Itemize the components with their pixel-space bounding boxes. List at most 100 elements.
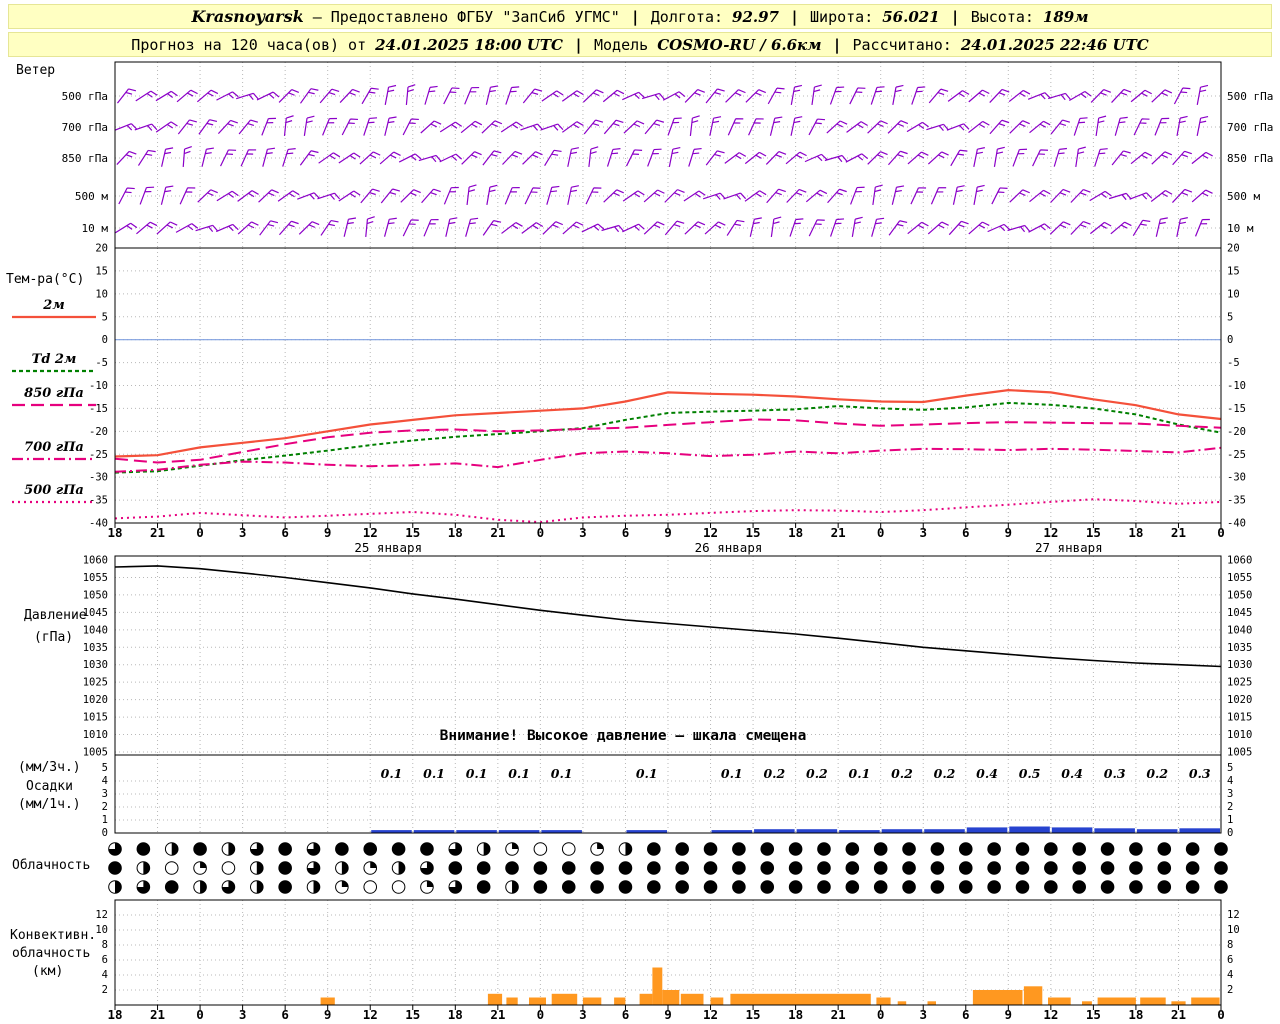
legend-line-sample <box>12 500 96 504</box>
provider-text: — Предоставлено ФГБУ "ЗапСиб УГМС" <box>312 7 620 26</box>
svg-text:1060: 1060 <box>83 555 108 567</box>
legend-line-sample <box>12 369 96 373</box>
svg-text:0: 0 <box>537 1007 545 1022</box>
separator: | <box>832 35 842 54</box>
svg-text:20: 20 <box>1227 243 1240 255</box>
svg-text:0: 0 <box>1227 334 1233 346</box>
svg-text:21: 21 <box>490 1007 505 1022</box>
svg-text:6: 6 <box>962 1007 970 1022</box>
svg-text:1040: 1040 <box>1227 624 1252 636</box>
gridlines <box>114 62 1222 1005</box>
svg-text:0: 0 <box>102 334 108 346</box>
svg-text:9: 9 <box>664 1007 672 1022</box>
svg-text:-25: -25 <box>89 449 108 461</box>
svg-text:1: 1 <box>102 814 108 826</box>
svg-text:15: 15 <box>746 525 761 540</box>
svg-text:4: 4 <box>102 969 108 981</box>
separator: | <box>950 7 960 26</box>
svg-text:12: 12 <box>1043 525 1058 540</box>
svg-text:-30: -30 <box>1227 472 1246 484</box>
svg-text:6: 6 <box>1227 954 1233 966</box>
svg-text:9: 9 <box>664 525 672 540</box>
longitude-value: 92.97 <box>732 7 779 26</box>
svg-text:0.2: 0.2 <box>934 766 956 781</box>
svg-text:-10: -10 <box>89 380 108 392</box>
svg-text:18: 18 <box>788 1007 803 1022</box>
longitude-label: Долгота: <box>650 7 724 26</box>
svg-text:18: 18 <box>1128 1007 1143 1022</box>
svg-text:10: 10 <box>1227 288 1240 300</box>
svg-text:850 гПа: 850 гПа <box>1227 152 1273 165</box>
svg-text:21: 21 <box>150 1007 165 1022</box>
svg-text:8: 8 <box>102 939 108 951</box>
legend-label-t2m: 2м <box>43 298 65 313</box>
cloud-symbols <box>108 842 1228 894</box>
svg-text:12: 12 <box>363 1007 378 1022</box>
svg-text:18: 18 <box>1128 525 1143 540</box>
svg-text:3: 3 <box>102 788 108 800</box>
forecast-time: 24.01.2025 18:00 UTC <box>375 35 563 54</box>
svg-text:18: 18 <box>448 1007 463 1022</box>
svg-text:-20: -20 <box>1227 426 1246 438</box>
svg-text:1010: 1010 <box>83 729 108 741</box>
model-value: COSMO-RU / 6.6км <box>657 35 822 54</box>
svg-text:3: 3 <box>239 1007 247 1022</box>
legend-line-sample <box>12 457 96 461</box>
svg-text:1010: 1010 <box>1227 729 1252 741</box>
svg-text:5: 5 <box>1227 762 1233 774</box>
svg-text:1045: 1045 <box>83 607 108 619</box>
svg-text:0.4: 0.4 <box>976 766 998 781</box>
svg-text:0: 0 <box>877 1007 885 1022</box>
separator: | <box>573 35 583 54</box>
svg-text:2: 2 <box>1227 801 1233 813</box>
svg-text:15: 15 <box>1227 265 1240 277</box>
svg-text:0.2: 0.2 <box>763 766 785 781</box>
svg-text:1020: 1020 <box>1227 694 1252 706</box>
svg-text:2: 2 <box>102 984 108 996</box>
svg-text:8: 8 <box>1227 939 1233 951</box>
svg-text:15: 15 <box>746 1007 761 1022</box>
svg-text:3: 3 <box>1227 788 1233 800</box>
svg-text:500 м: 500 м <box>75 190 108 203</box>
temp-series-3 <box>114 446 1222 473</box>
svg-text:1: 1 <box>1227 814 1233 826</box>
svg-text:1060: 1060 <box>1227 555 1252 567</box>
svg-text:1015: 1015 <box>83 712 108 724</box>
svg-text:0.1: 0.1 <box>423 766 445 781</box>
latitude-label: Широта: <box>810 7 874 26</box>
svg-text:500 гПа: 500 гПа <box>1227 90 1273 103</box>
svg-text:4: 4 <box>1227 775 1233 787</box>
svg-text:3: 3 <box>239 525 247 540</box>
svg-text:10: 10 <box>1227 924 1240 936</box>
svg-text:-30: -30 <box>89 472 108 484</box>
svg-text:1025: 1025 <box>1227 677 1252 689</box>
svg-text:3: 3 <box>919 1007 927 1022</box>
svg-text:0: 0 <box>196 525 204 540</box>
precip-1h-label: (мм/1ч.) <box>18 797 81 812</box>
svg-text:5: 5 <box>102 762 108 774</box>
svg-text:500 гПа: 500 гПа <box>62 90 108 103</box>
svg-text:0: 0 <box>1227 827 1233 839</box>
separator: | <box>790 7 800 26</box>
svg-text:21: 21 <box>1171 1007 1186 1022</box>
svg-text:0: 0 <box>196 1007 204 1022</box>
svg-text:0: 0 <box>1217 525 1225 540</box>
svg-text:1005: 1005 <box>1227 747 1252 759</box>
svg-text:12: 12 <box>363 525 378 540</box>
svg-text:3: 3 <box>919 525 927 540</box>
svg-text:18: 18 <box>448 525 463 540</box>
svg-text:27 января: 27 января <box>1035 540 1103 555</box>
svg-text:5: 5 <box>102 311 108 323</box>
wind-barbs <box>114 84 1213 238</box>
svg-text:21: 21 <box>831 525 846 540</box>
pressure-label: Давление <box>24 608 87 623</box>
temp-series-0 <box>114 388 1222 458</box>
header-line-2: Прогноз на 120 часа(ов) от 24.01.2025 18… <box>8 32 1272 57</box>
svg-text:10 м: 10 м <box>1227 222 1254 235</box>
svg-text:0.5: 0.5 <box>1019 766 1041 781</box>
svg-text:12: 12 <box>703 525 718 540</box>
svg-text:4: 4 <box>102 775 108 787</box>
svg-text:12: 12 <box>1227 909 1240 921</box>
svg-text:6: 6 <box>622 1007 630 1022</box>
